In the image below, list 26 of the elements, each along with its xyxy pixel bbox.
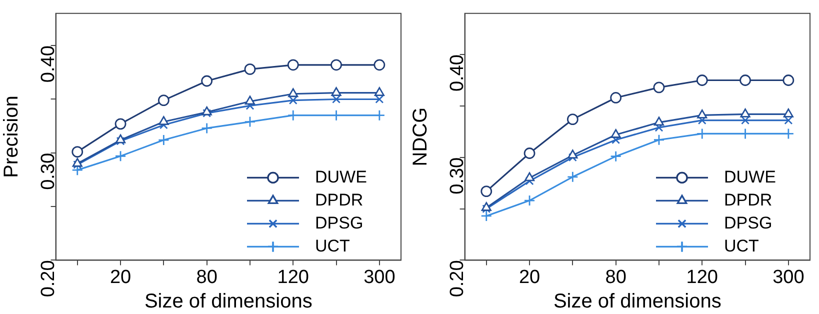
y-tick-label: 0.20 bbox=[447, 260, 468, 298]
x-tick-label: 20 bbox=[110, 266, 132, 288]
x-tick-label: 300 bbox=[364, 266, 396, 288]
y-tick-label: 0.40 bbox=[447, 54, 468, 92]
y-tick-label: 0.20 bbox=[38, 260, 60, 298]
y-axis-title: Precision bbox=[0, 96, 23, 178]
legend-label: DPDR bbox=[315, 190, 364, 210]
legend-label: DPSG bbox=[315, 213, 364, 232]
legend-label: UCT bbox=[315, 236, 350, 256]
legend-label: DPSG bbox=[724, 213, 772, 232]
x-tick-label: 120 bbox=[277, 266, 309, 288]
y-axis-title: NDCG bbox=[410, 107, 432, 166]
x-tick-label: 80 bbox=[605, 266, 626, 288]
x-axis-title: Size of dimensions bbox=[144, 290, 312, 313]
legend-label: UCT bbox=[724, 236, 759, 256]
x-tick-label: 300 bbox=[772, 266, 804, 288]
y-tick-label: 0.30 bbox=[447, 157, 468, 194]
x-tick-label: 80 bbox=[196, 266, 218, 288]
y-tick-label: 0.30 bbox=[38, 152, 60, 190]
x-axis-title: Size of dimensions bbox=[553, 290, 722, 313]
legend-label: DUWE bbox=[724, 167, 776, 186]
x-tick-label: 20 bbox=[518, 266, 540, 288]
y-tick-label: 0.40 bbox=[38, 46, 60, 83]
x-tick-label: 120 bbox=[686, 266, 718, 288]
legend-label: DUWE bbox=[315, 167, 367, 186]
legend-label: DPDR bbox=[724, 190, 772, 210]
